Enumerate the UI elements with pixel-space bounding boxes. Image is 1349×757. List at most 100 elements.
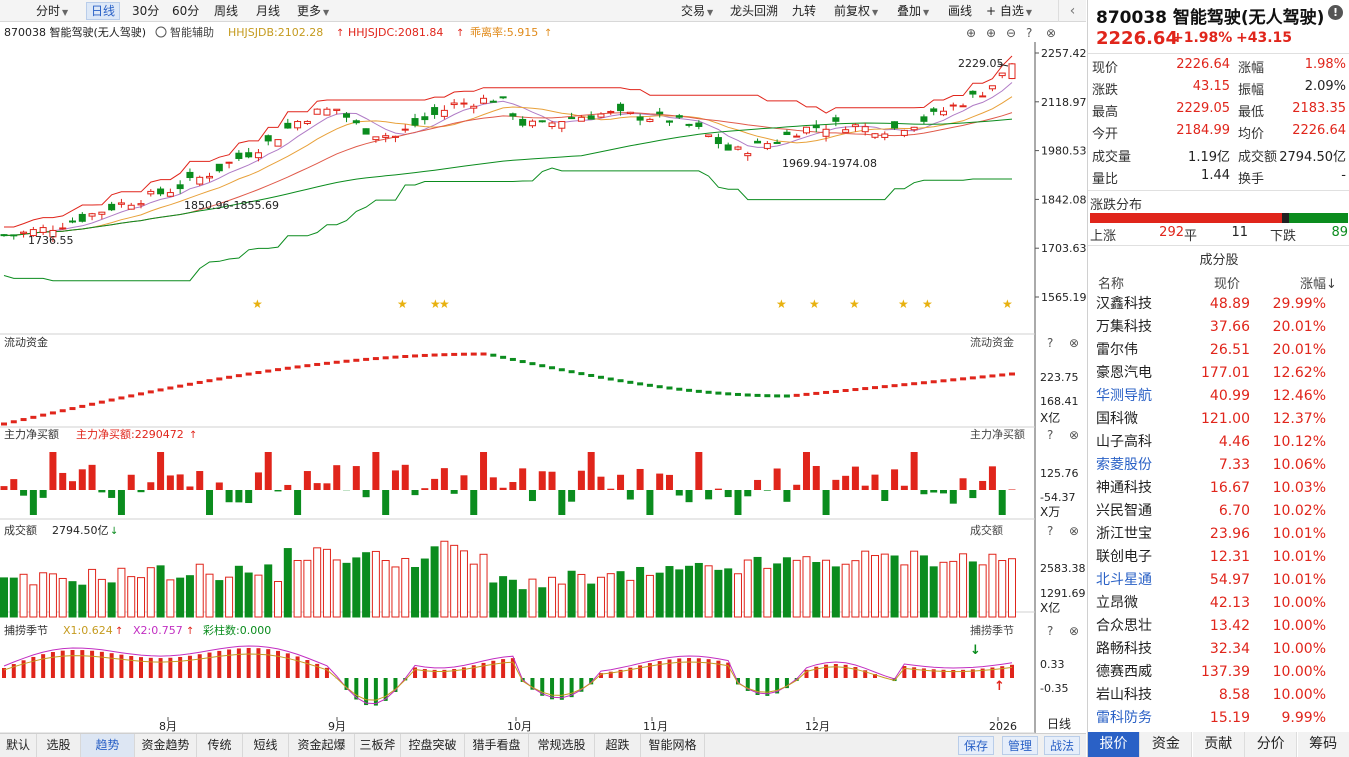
tool-tab-4[interactable]: 叠加 ▼: [893, 2, 933, 20]
collapse-panel-icon[interactable]: ‹: [1058, 0, 1086, 22]
constituent-row[interactable]: 浙江世宝 23.96 10.01%: [1096, 523, 1348, 546]
indicator-tab-11[interactable]: 超跌: [595, 734, 641, 757]
indicator-tab-12[interactable]: 智能网格: [641, 734, 705, 757]
period-tab-4[interactable]: 周线: [210, 2, 242, 20]
right-tab-0[interactable]: 报价: [1088, 732, 1140, 757]
constituent-change: 29.99%: [1272, 296, 1326, 312]
indicator-tab-2[interactable]: 趋势: [81, 734, 135, 757]
net-bar: [656, 473, 664, 490]
indicator-tab-5[interactable]: 短线: [243, 734, 289, 757]
zoom-in-icon[interactable]: ⊕: [966, 26, 976, 40]
net-bar: [548, 471, 556, 490]
quote-value: 1.98%: [1304, 57, 1346, 72]
candle-body: [577, 116, 585, 122]
constituent-price: 37.66: [1209, 319, 1250, 335]
constituent-row[interactable]: 兴民智通 6.70 10.02%: [1096, 500, 1348, 523]
constituent-row[interactable]: 山子高科 4.46 10.12%: [1096, 431, 1348, 454]
help-icon[interactable]: ?: [1047, 624, 1053, 638]
candle-body: [264, 135, 272, 142]
period-tab-3[interactable]: 60分: [168, 2, 203, 20]
bottom-button-1[interactable]: 管理: [1002, 736, 1039, 755]
candle-body: [225, 161, 233, 164]
constituent-row[interactable]: 万集科技 37.66 20.01%: [1096, 316, 1348, 339]
zoom-out-icon[interactable]: ⊖: [1006, 26, 1016, 40]
close-icon[interactable]: ⊗: [1069, 428, 1079, 442]
constituents-header-price[interactable]: 现价: [1214, 277, 1241, 292]
indicator-tab-8[interactable]: 控盘突破: [401, 734, 465, 757]
candle-body: [176, 184, 184, 190]
constituent-row[interactable]: 国科微 121.00 12.37%: [1096, 408, 1348, 431]
bottom-button-0[interactable]: 保存: [958, 736, 995, 755]
constituent-row[interactable]: 合众思壮 13.42 10.00%: [1096, 615, 1348, 638]
constituent-row[interactable]: 神通科技 16.67 10.03%: [1096, 477, 1348, 500]
right-tab-2[interactable]: 贡献: [1192, 732, 1245, 757]
candle-body: [245, 152, 253, 158]
constituent-row[interactable]: 北斗星通 54.97 10.01%: [1096, 569, 1348, 592]
period-tab-0[interactable]: 分时 ▼: [32, 2, 72, 20]
dist-title: 涨跌分布: [1090, 198, 1143, 213]
constituents-header-chg[interactable]: 涨幅↓: [1300, 277, 1337, 292]
indicator-tab-4[interactable]: 传统: [197, 734, 243, 757]
tool-tab-5[interactable]: 画线: [944, 2, 976, 20]
arrow-up-icon: ↑: [189, 430, 197, 441]
vol-bar: [528, 578, 537, 618]
right-tab-1[interactable]: 资金: [1140, 732, 1193, 757]
net-bar: [186, 486, 194, 490]
vol-bar: [538, 587, 547, 618]
tool-tab-6[interactable]: + 自选 ▼: [982, 2, 1036, 20]
right-tab-3[interactable]: 分价: [1245, 732, 1298, 757]
constituent-row[interactable]: 德赛西威 137.39 10.00%: [1096, 661, 1348, 684]
period-tab-1[interactable]: 日线: [86, 2, 121, 20]
tool-tab-3[interactable]: 前复权 ▼: [830, 2, 882, 20]
constituent-row[interactable]: 豪恩汽电 177.01 12.62%: [1096, 362, 1348, 385]
constituent-row[interactable]: 路畅科技 32.34 10.00%: [1096, 638, 1348, 661]
constituent-row[interactable]: 雷尔伟 26.51 20.01%: [1096, 339, 1348, 362]
indicator-tab-3[interactable]: 资金趋势: [135, 734, 197, 757]
tool-tab-1[interactable]: 龙头回溯: [726, 2, 782, 20]
constituent-row[interactable]: 索菱股份 7.33 10.06%: [1096, 454, 1348, 477]
constituent-row[interactable]: 汉鑫科技 48.89 29.99%: [1096, 293, 1348, 316]
chevron-down-icon[interactable]: [155, 26, 167, 38]
period-tab-5[interactable]: 月线: [252, 2, 284, 20]
constituents-header-name[interactable]: 名称: [1098, 277, 1125, 292]
help-icon[interactable]: ?: [1047, 336, 1053, 350]
tool-tab-0[interactable]: 交易 ▼: [677, 2, 717, 20]
add-icon[interactable]: ⊕: [986, 26, 996, 40]
close-icon[interactable]: ⊗: [1046, 26, 1056, 40]
indicator-tab-9[interactable]: 猎手看盘: [465, 734, 529, 757]
vol-bar: [9, 577, 18, 618]
assist-label[interactable]: 智能辅助: [170, 25, 214, 39]
indicator-tab-10[interactable]: 常规选股: [529, 734, 595, 757]
indicator-tab-0[interactable]: 默认: [0, 734, 37, 757]
info-icon[interactable]: !: [1328, 5, 1343, 20]
period-tab-6[interactable]: 更多 ▼: [293, 2, 333, 20]
indicator-tab-7[interactable]: 三板斧: [355, 734, 401, 757]
constituent-row[interactable]: 岩山科技 8.58 10.00%: [1096, 684, 1348, 707]
constituent-name: 神通科技: [1096, 480, 1152, 496]
indicator-tab-6[interactable]: 资金起爆: [289, 734, 355, 757]
net-bar: [489, 477, 497, 490]
close-icon[interactable]: ⊗: [1069, 624, 1079, 638]
star-icon: ★: [809, 297, 820, 311]
help-icon[interactable]: ?: [1047, 524, 1053, 538]
vol-bar: [78, 584, 87, 618]
tool-tab-2[interactable]: 九转: [788, 2, 820, 20]
constituent-row[interactable]: 联创电子 12.31 10.01%: [1096, 546, 1348, 569]
candle-body: [206, 175, 214, 179]
help-icon[interactable]: ?: [1026, 26, 1032, 40]
right-tab-4[interactable]: 筹码: [1297, 732, 1349, 757]
constituent-row[interactable]: 雷科防务 15.19 9.99%: [1096, 707, 1348, 730]
net-bar: [480, 452, 488, 490]
help-icon[interactable]: ?: [1047, 428, 1053, 442]
candle-body: [871, 133, 879, 138]
sell-signal-icon: ↓: [970, 643, 981, 658]
period-tab-2[interactable]: 30分: [128, 2, 163, 20]
constituent-row[interactable]: 华测导航 40.99 12.46%: [1096, 385, 1348, 408]
constituent-row[interactable]: 立昂微 42.13 10.00%: [1096, 592, 1348, 615]
indicator-tab-1[interactable]: 选股: [37, 734, 81, 757]
vol-bar: [880, 553, 889, 618]
bottom-button-2[interactable]: 战法: [1044, 736, 1081, 755]
candle-body: [822, 128, 830, 137]
close-icon[interactable]: ⊗: [1069, 336, 1079, 350]
close-icon[interactable]: ⊗: [1069, 524, 1079, 538]
